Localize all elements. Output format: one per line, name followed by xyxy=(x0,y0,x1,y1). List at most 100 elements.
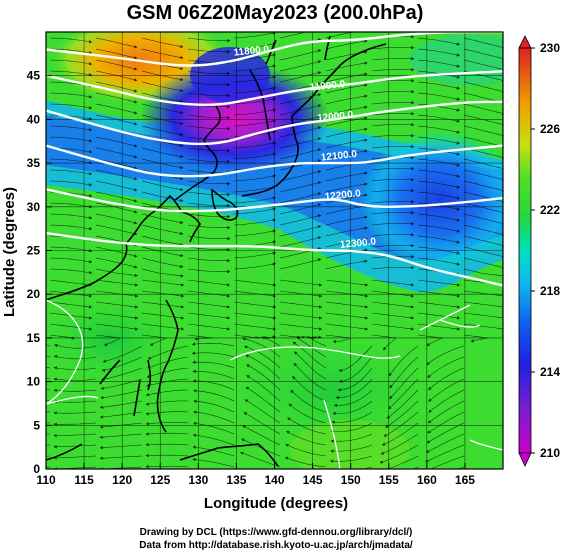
streamline xyxy=(463,202,503,214)
streamline xyxy=(371,56,415,61)
streamline xyxy=(325,149,368,160)
streamline xyxy=(387,455,419,469)
colorbar-tick-label: 222 xyxy=(540,203,560,217)
streamline xyxy=(463,301,503,309)
streamline xyxy=(191,351,235,358)
streamline xyxy=(95,224,138,236)
streamline xyxy=(49,103,93,110)
streamline xyxy=(279,93,322,105)
streamline xyxy=(417,290,461,298)
streamline xyxy=(141,235,184,247)
streamline xyxy=(285,443,327,457)
streamline xyxy=(187,235,231,241)
streamline xyxy=(99,433,143,439)
streamline xyxy=(292,341,327,369)
streamline xyxy=(417,279,461,287)
streamline xyxy=(427,356,465,378)
streamline xyxy=(325,105,368,116)
streamline xyxy=(417,224,461,233)
streamline xyxy=(141,224,184,236)
streamline xyxy=(279,192,322,204)
streamline xyxy=(187,92,231,98)
streamline xyxy=(99,444,143,450)
streamline xyxy=(141,246,184,258)
colorbar-top-arrow xyxy=(518,35,532,49)
streamline xyxy=(141,147,184,159)
streamline xyxy=(187,246,231,252)
streamline xyxy=(191,342,235,347)
colorbar-tick-label: 210 xyxy=(540,446,560,460)
streamline xyxy=(187,158,231,164)
contour-label: 12300.0 xyxy=(339,236,377,251)
streamline xyxy=(371,290,415,298)
streamline xyxy=(425,433,465,453)
streamline xyxy=(95,268,138,277)
streamline xyxy=(187,125,231,131)
streamline xyxy=(187,147,231,153)
streamline xyxy=(95,290,139,298)
y-tick-label: 35 xyxy=(27,156,41,170)
streamline xyxy=(233,152,277,160)
chart-title: GSM 06Z20May2023 (200.0hPa) xyxy=(127,2,424,24)
streamline xyxy=(145,442,189,447)
streamline xyxy=(46,411,51,413)
streamline xyxy=(279,32,307,39)
streamline xyxy=(95,103,138,115)
streamline xyxy=(49,323,93,331)
streamline xyxy=(417,257,461,266)
streamline xyxy=(279,49,322,61)
streamline xyxy=(371,232,415,237)
colorbar-tick-label: 214 xyxy=(540,365,560,379)
streamline xyxy=(187,136,231,142)
streamline xyxy=(233,262,277,270)
streamline xyxy=(371,100,415,105)
streamline xyxy=(325,138,368,149)
streamline xyxy=(417,169,461,178)
contour-label: 12100.0 xyxy=(320,149,358,164)
streamline xyxy=(233,32,277,39)
streamline xyxy=(53,444,97,449)
streamline xyxy=(279,279,323,287)
streamline xyxy=(279,104,322,116)
streamline xyxy=(193,421,235,435)
streamline xyxy=(233,108,277,116)
streamline xyxy=(279,115,322,127)
streamline xyxy=(245,354,281,380)
temperature-contours xyxy=(46,299,503,469)
streamline xyxy=(187,202,231,208)
streamline xyxy=(330,433,373,443)
streamline xyxy=(187,191,231,197)
streamline xyxy=(233,119,277,127)
y-tick-label: 10 xyxy=(27,375,41,389)
streamline xyxy=(141,125,184,137)
streamline xyxy=(417,59,461,68)
streamline xyxy=(417,48,461,57)
streamline xyxy=(389,367,419,400)
streamline xyxy=(233,174,277,182)
streamline xyxy=(53,400,97,404)
streamline xyxy=(307,335,327,347)
streamline xyxy=(95,213,138,225)
streamline xyxy=(325,116,368,127)
streamline xyxy=(187,70,231,76)
streamline xyxy=(187,81,231,87)
streamline xyxy=(279,258,322,270)
streamline xyxy=(417,301,461,309)
streamline xyxy=(192,360,235,369)
streamline xyxy=(53,377,97,381)
streamline xyxy=(192,433,235,446)
streamline xyxy=(325,39,368,50)
streamline xyxy=(371,279,415,287)
streamline xyxy=(389,356,419,389)
streamline xyxy=(463,125,503,137)
streamline xyxy=(371,188,415,193)
streamline xyxy=(325,226,368,237)
streamline xyxy=(141,48,184,60)
streamline xyxy=(233,141,277,149)
streamline xyxy=(463,169,503,181)
colorbar-tick-label: 230 xyxy=(540,41,560,55)
streamline xyxy=(371,199,415,204)
streamline xyxy=(371,177,415,182)
streamline xyxy=(284,456,327,468)
streamline xyxy=(46,444,51,446)
